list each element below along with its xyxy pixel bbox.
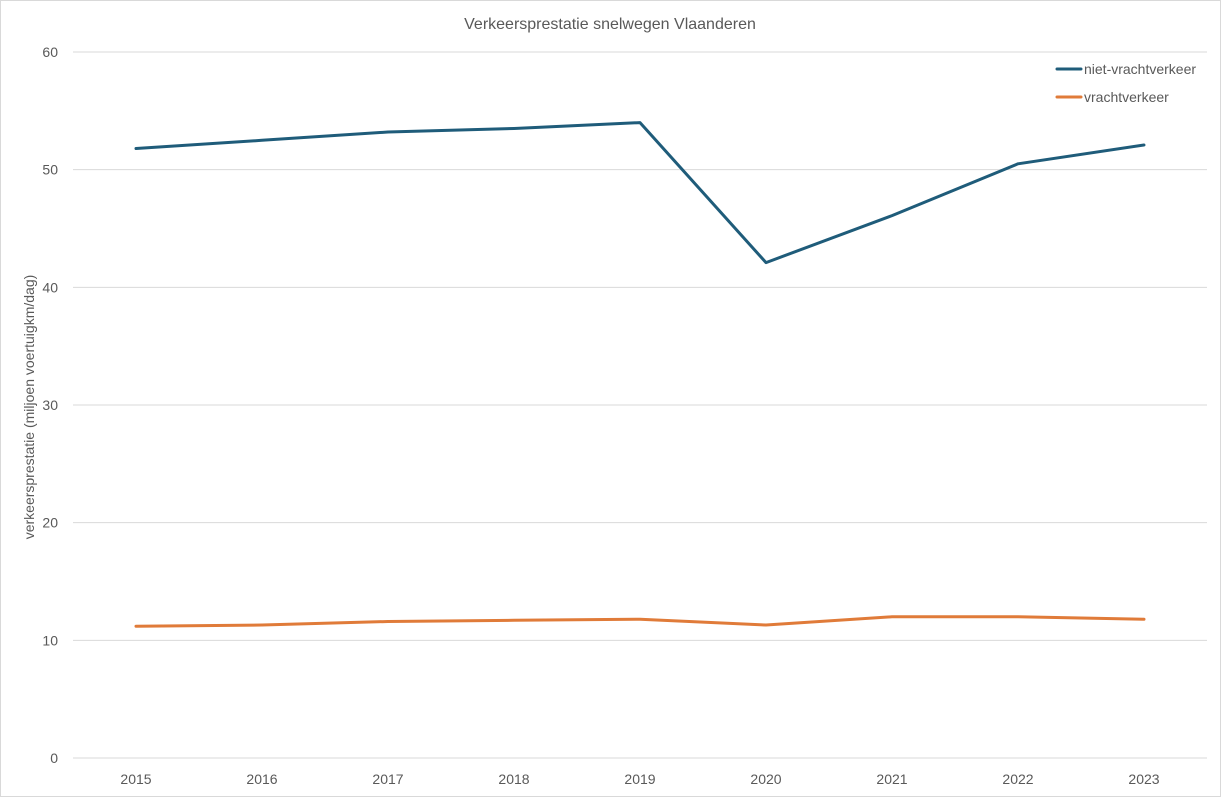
y-tick-label: 20 [42, 515, 58, 531]
x-tick-label: 2015 [120, 771, 151, 787]
y-axis-ticks: 0 10 20 30 40 50 60 [42, 44, 58, 766]
y-tick-label: 30 [42, 397, 58, 413]
x-tick-label: 2019 [624, 771, 655, 787]
y-tick-label: 0 [50, 750, 58, 766]
x-axis-ticks: 2015 2016 2017 2018 2019 2020 2021 2022 2023 [120, 771, 1159, 787]
x-tick-label: 2021 [876, 771, 907, 787]
legend-label: vrachtverkeer [1084, 89, 1169, 105]
x-tick-label: 2018 [498, 771, 529, 787]
series-line-niet-vrachtverkeer [134, 121, 1146, 265]
legend: niet-vrachtverkeer vrachtverkeer [1055, 61, 1196, 105]
y-axis-title: verkeersprestatie (miljoen voertuigkm/da… [21, 275, 37, 540]
x-tick-label: 2022 [1002, 771, 1033, 787]
gridlines [73, 51, 1207, 759]
x-tick-label: 2020 [750, 771, 781, 787]
chart-title: Verkeersprestatie snelwegen Vlaanderen [464, 16, 756, 33]
x-tick-label: 2016 [246, 771, 277, 787]
y-tick-label: 10 [42, 632, 58, 648]
x-tick-label: 2017 [372, 771, 403, 787]
y-tick-label: 60 [42, 44, 58, 60]
x-tick-label: 2023 [1128, 771, 1159, 787]
y-tick-label: 40 [42, 279, 58, 295]
legend-label: niet-vrachtverkeer [1084, 61, 1196, 77]
y-tick-label: 50 [42, 162, 58, 178]
series-line-vrachtverkeer [134, 615, 1146, 628]
series-lines [134, 121, 1146, 628]
